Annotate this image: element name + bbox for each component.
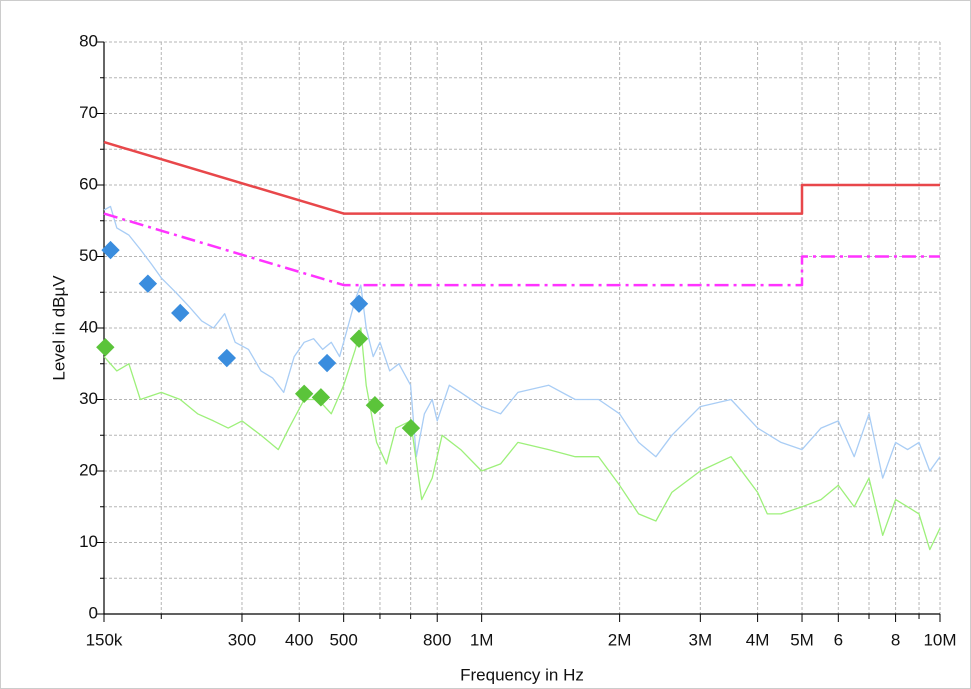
y-tick-label: 50: [79, 246, 98, 265]
x-tick-label: 300: [228, 630, 256, 649]
marker: [349, 329, 369, 348]
y-tick-label: 10: [79, 532, 98, 551]
x-tick-label: 150k: [86, 630, 123, 649]
marker: [101, 240, 120, 260]
marker: [349, 294, 369, 313]
series-line: [103, 212, 940, 287]
marker: [311, 388, 331, 407]
marker: [401, 418, 421, 438]
marker: [171, 303, 190, 323]
x-tick-label: 5M: [790, 630, 814, 649]
x-tick-label: 6: [834, 630, 843, 649]
marker: [217, 348, 237, 368]
marker: [317, 353, 337, 373]
x-tick-label: 4M: [746, 630, 770, 649]
x-tick-label: 10M: [923, 630, 956, 649]
y-tick-label: 20: [79, 460, 98, 479]
y-axis-title: Level in dBµV: [49, 275, 68, 381]
x-tick-label: 2M: [608, 630, 632, 649]
x-tick-label: 3M: [689, 630, 713, 649]
x-tick-label: 8: [891, 630, 900, 649]
marker: [365, 396, 385, 415]
series-line: [103, 140, 940, 215]
y-tick-label: 0: [89, 603, 98, 622]
y-tick-label: 80: [79, 31, 98, 50]
marker: [138, 274, 158, 293]
y-tick-label: 70: [79, 103, 98, 122]
series-line: [103, 327, 941, 551]
x-tick-label: 1M: [470, 630, 494, 649]
x-axis-title: Frequency in Hz: [460, 665, 584, 684]
series-line: [103, 205, 941, 479]
x-tick-label: 400: [285, 630, 313, 649]
marker: [96, 338, 115, 357]
marker: [294, 384, 314, 403]
y-tick-label: 30: [79, 389, 98, 408]
x-tick-label: 500: [329, 630, 357, 649]
y-tick-label: 60: [79, 174, 98, 193]
y-tick-label: 40: [79, 317, 98, 336]
x-tick-label: 800: [423, 630, 451, 649]
